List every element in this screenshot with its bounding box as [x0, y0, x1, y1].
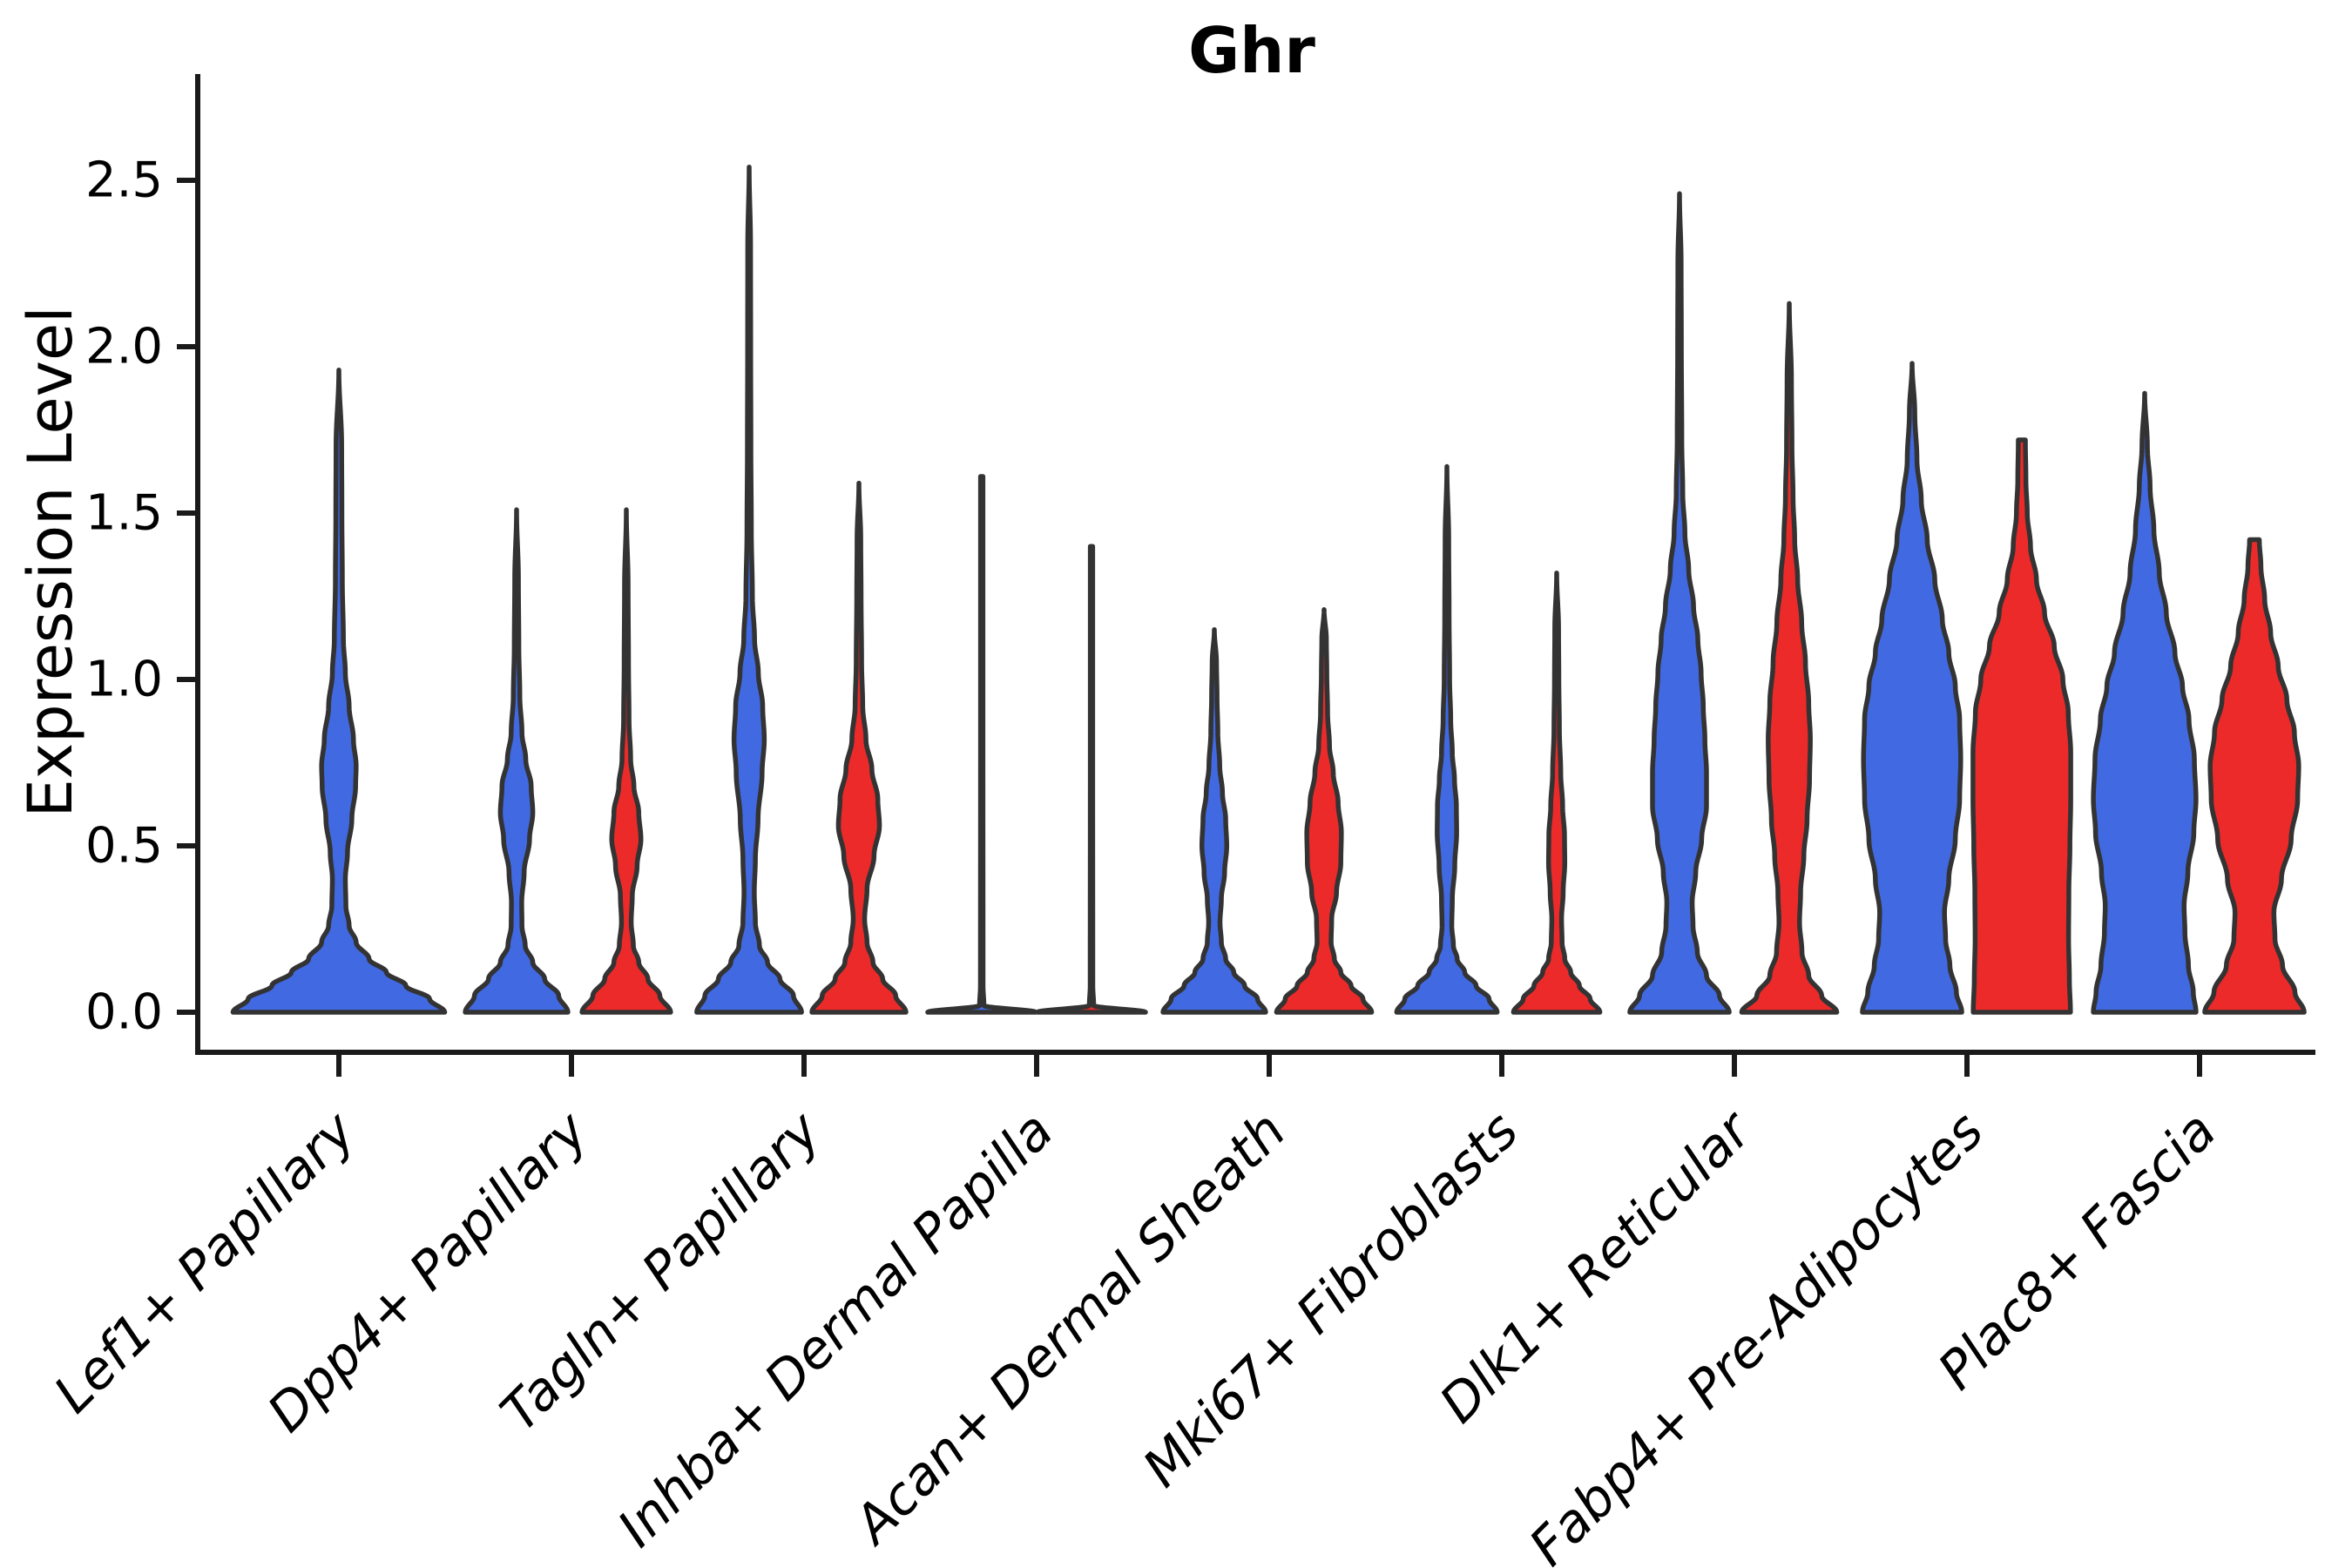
y-tick-label: 1.5 — [85, 485, 163, 542]
x-category-label: Mki67+ Fibroblasts — [1132, 1100, 1531, 1499]
violin-plac8-fascia-red — [2202, 537, 2307, 1015]
violin-mki67-fibroblasts-red — [1511, 571, 1603, 1015]
violin-dpp4-papillary-red — [579, 507, 673, 1015]
y-tick-label: 2.5 — [85, 152, 163, 209]
violin-dlk1-reticular-blue — [1627, 191, 1732, 1015]
violin-acan-dermal-sheath-blue — [1160, 626, 1268, 1015]
x-category-label: Acan+ Dermal Sheath — [841, 1100, 1298, 1558]
y-axis-label: Expression Level — [15, 306, 86, 818]
violin-plac8-fascia-blue — [2091, 390, 2199, 1015]
violin-acan-dermal-sheath-red — [1274, 607, 1375, 1015]
y-tick-label: 0.0 — [85, 984, 163, 1041]
violin-mki67-fibroblasts-blue — [1394, 463, 1500, 1015]
violin-tagln-papillary-blue — [694, 164, 804, 1015]
chart-title: Ghr — [1188, 14, 1315, 87]
violin-inhba-dermal-papilla-blue — [925, 474, 1038, 1015]
violin-inhba-dermal-papilla-red — [1035, 544, 1148, 1015]
y-tick-label: 1.0 — [85, 652, 163, 708]
violin-dpp4-papillary-blue — [463, 507, 571, 1015]
violin-fabp4-pre-adipocytes-red — [1970, 437, 2073, 1015]
violin-dlk1-reticular-red — [1739, 301, 1840, 1015]
violin-fabp4-pre-adipocytes-blue — [1860, 361, 1964, 1015]
x-category-label: Inhba+ Dermal Papilla — [606, 1100, 1064, 1558]
y-tick-label: 0.5 — [85, 818, 163, 875]
x-category-label: Fabp4+ Pre-Adipocytes — [1517, 1100, 1995, 1568]
violin-lef1-papillary-blue — [230, 367, 448, 1015]
violin-tagln-papillary-red — [809, 480, 909, 1015]
y-tick-label: 2.0 — [85, 319, 163, 375]
